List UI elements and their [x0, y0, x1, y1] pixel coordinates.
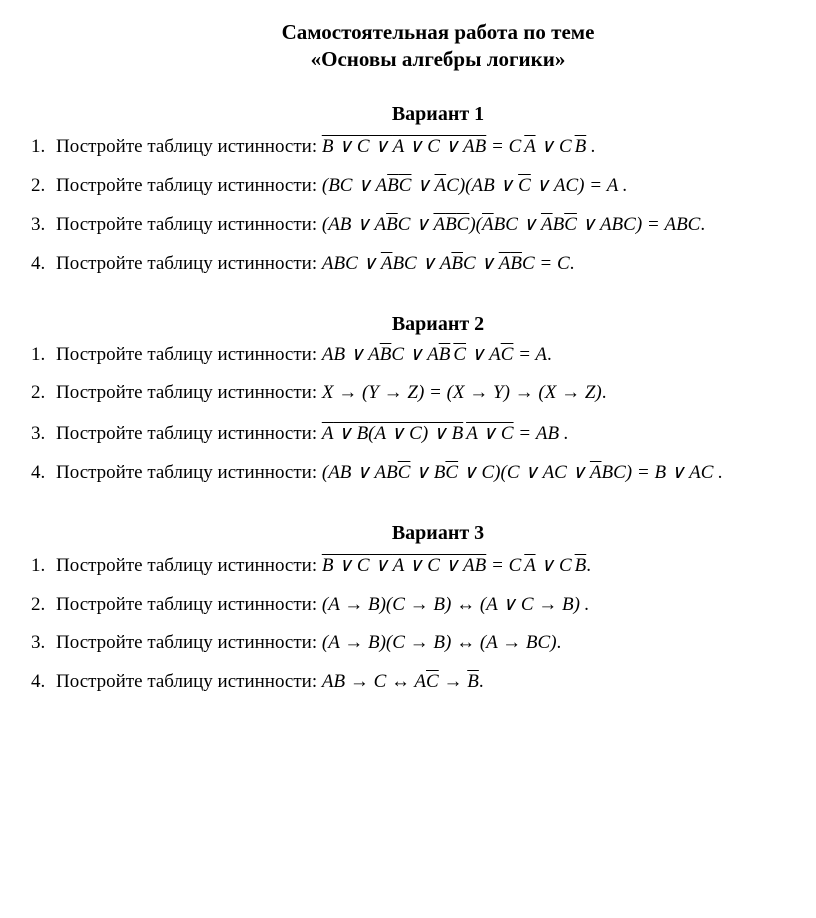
task-formula: (A → B)(C → B) ↔ (A ∨ C → B) . [322, 594, 590, 615]
list-item: Постройте таблицу истинности: A ∨ B(A ∨ … [50, 421, 816, 446]
task-list-2: Постройте таблицу истинности: AB ∨ ABC ∨… [30, 344, 816, 485]
task-prompt: Постройте таблицу истинности: [56, 382, 317, 403]
task-prompt: Постройте таблицу истинности: [56, 175, 317, 196]
list-item: Постройте таблицу истинности: (AB ∨ ABC … [50, 462, 816, 485]
list-item: Постройте таблицу истинности: B ∨ C ∨ A … [50, 134, 816, 159]
list-item: Постройте таблицу истинности: (A → B)(C … [50, 594, 816, 617]
task-list-3: Постройте таблицу истинности: B ∨ C ∨ A … [30, 553, 816, 694]
variant-heading-3: Вариант 3 [30, 521, 816, 545]
task-prompt: Постройте таблицу истинности: [56, 462, 317, 483]
task-prompt: Постройте таблицу истинности: [56, 136, 317, 157]
variant-heading-2: Вариант 2 [30, 312, 816, 336]
task-prompt: Постройте таблицу истинности: [56, 253, 317, 274]
task-formula: B ∨ C ∨ A ∨ C ∨ AB = CA ∨ CB. [322, 555, 591, 576]
task-formula: (AB ∨ ABC ∨ BC ∨ C)(C ∨ AC ∨ ABC) = B ∨ … [322, 462, 723, 483]
list-item: Постройте таблицу истинности: (AB ∨ ABC … [50, 214, 816, 237]
task-prompt: Постройте таблицу истинности: [56, 671, 317, 692]
task-formula: AB → C ↔ AC → B. [322, 671, 484, 692]
page-title: Самостоятельная работа по теме [30, 20, 816, 45]
task-prompt: Постройте таблицу истинности: [56, 632, 317, 653]
task-formula: (BC ∨ ABC ∨ AC)(AB ∨ C ∨ AC) = A . [322, 175, 628, 196]
list-item: Постройте таблицу истинности: X → (Y → Z… [50, 382, 816, 405]
list-item: Постройте таблицу истинности: ABC ∨ ABC … [50, 253, 816, 276]
task-prompt: Постройте таблицу истинности: [56, 555, 317, 576]
task-prompt: Постройте таблицу истинности: [56, 594, 317, 615]
list-item: Постройте таблицу истинности: (BC ∨ ABC … [50, 175, 816, 198]
task-formula: AB ∨ ABC ∨ ABC ∨ AC = A. [322, 344, 552, 365]
variant-heading-1: Вариант 1 [30, 102, 816, 126]
task-prompt: Постройте таблицу истинности: [56, 214, 317, 235]
list-item: Постройте таблицу истинности: B ∨ C ∨ A … [50, 553, 816, 578]
list-item: Постройте таблицу истинности: AB → C ↔ A… [50, 671, 816, 694]
task-prompt: Постройте таблицу истинности: [56, 423, 317, 444]
page-subtitle: «Основы алгебры логики» [30, 47, 816, 72]
task-formula: X → (Y → Z) = (X → Y) → (X → Z). [322, 382, 607, 403]
task-prompt: Постройте таблицу истинности: [56, 344, 317, 365]
list-item: Постройте таблицу истинности: AB ∨ ABC ∨… [50, 344, 816, 367]
task-formula: (AB ∨ ABC ∨ ABC)(ABC ∨ ABC ∨ ABC) = ABC. [322, 214, 705, 235]
list-item: Постройте таблицу истинности: (A → B)(C … [50, 632, 816, 655]
task-formula: B ∨ C ∨ A ∨ C ∨ AB = CA ∨ CB . [322, 136, 596, 157]
task-list-1: Постройте таблицу истинности: B ∨ C ∨ A … [30, 134, 816, 275]
task-formula: ABC ∨ ABC ∨ ABC ∨ ABC = C. [322, 253, 575, 274]
task-formula: A ∨ B(A ∨ C) ∨ BA ∨ C = AB . [322, 423, 569, 444]
task-formula: (A → B)(C → B) ↔ (A → BC). [322, 632, 561, 653]
